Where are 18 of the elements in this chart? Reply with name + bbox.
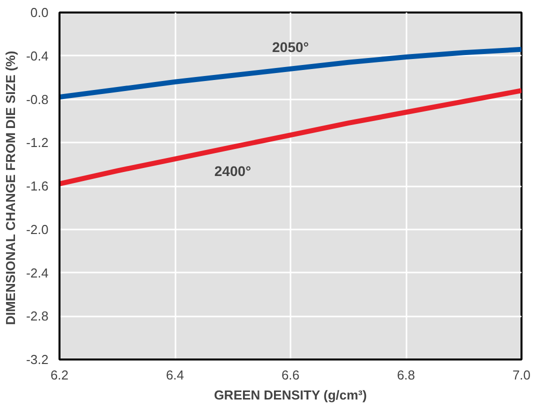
y-tick-label: 0.0	[30, 5, 49, 20]
y-axis-title: DIMENSIONAL CHANGE FROM DIE SIZE (%)	[3, 50, 18, 326]
series-label: 2400°	[214, 162, 252, 179]
x-tick-label: 7.0	[512, 368, 531, 382]
x-tick-label: 6.6	[281, 368, 300, 382]
y-tick-label: -0.4	[26, 48, 49, 64]
y-tick-label: -2.8	[26, 308, 49, 324]
x-tick-label: 6.4	[166, 368, 184, 382]
x-tick-label: 6.8	[396, 368, 416, 382]
y-tick-label: -3.2	[26, 352, 49, 367]
x-tick-label: 6.2	[50, 368, 69, 382]
y-tick-label: -2.4	[26, 265, 49, 280]
y-tick-label: -0.8	[26, 92, 49, 107]
series-label: 2050°	[272, 38, 309, 55]
y-tick-label: -1.2	[26, 135, 49, 150]
x-axis-title: GREEN DENSITY (g/cm³)	[214, 388, 367, 402]
y-tick-label: -1.6	[26, 178, 49, 194]
y-tick-label: -2.0	[26, 222, 49, 237]
